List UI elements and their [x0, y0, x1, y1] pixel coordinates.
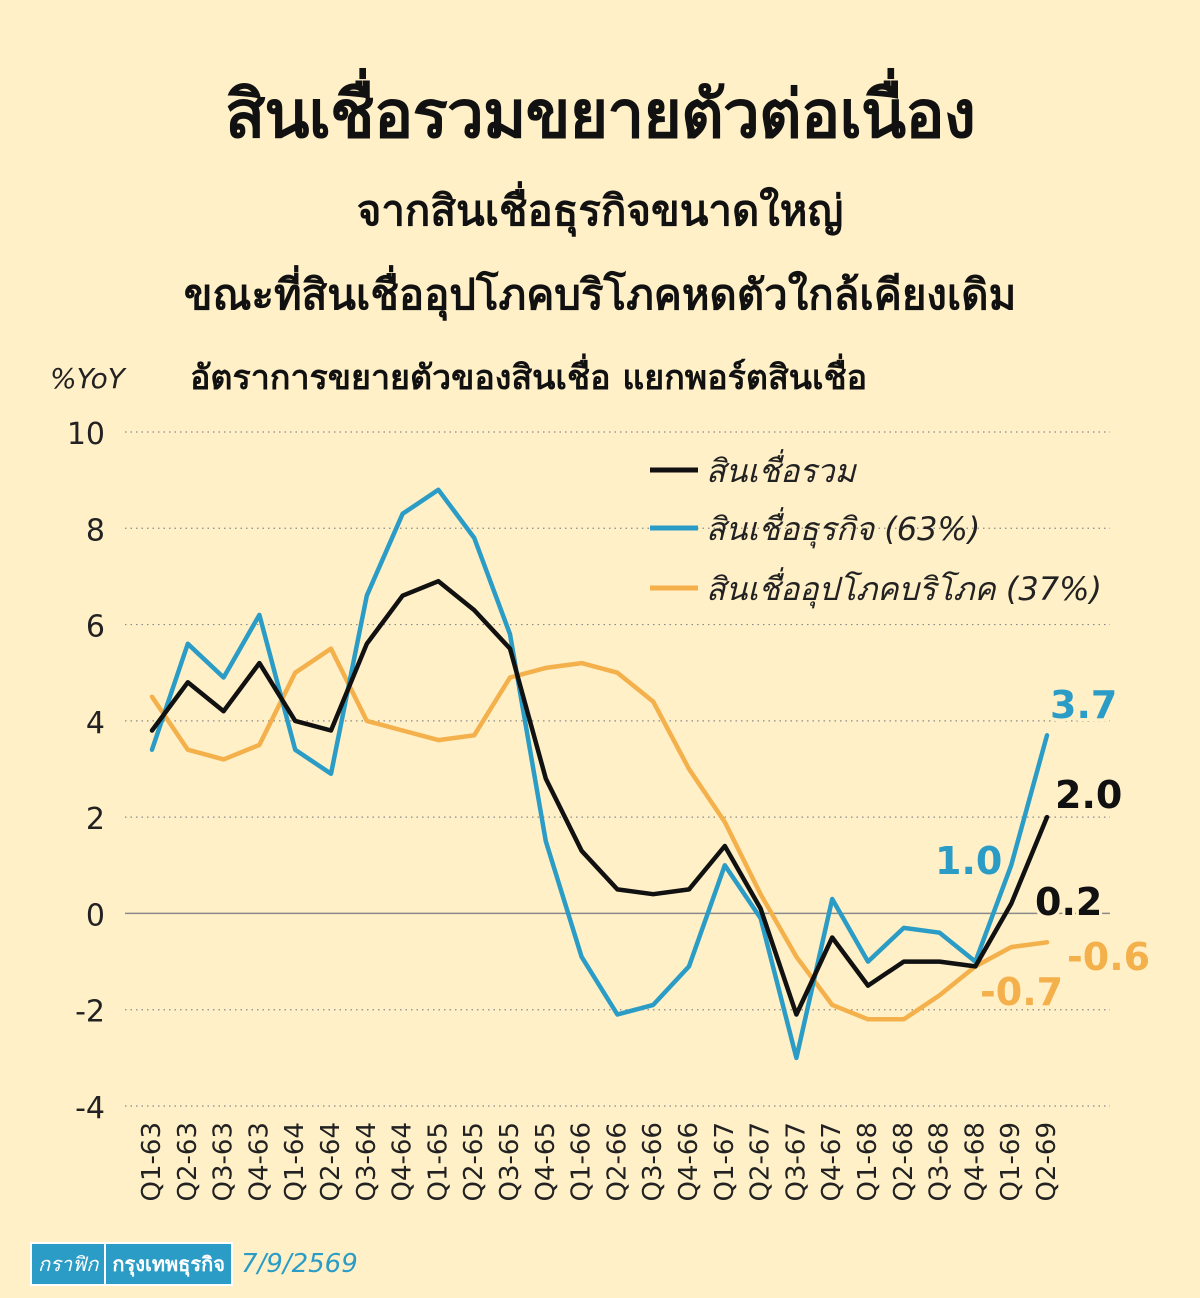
y-tick-label: 10 — [67, 417, 105, 452]
footer-date: 7/9/2569 — [240, 1249, 358, 1279]
x-tick-label: Q2-69 — [1032, 1122, 1062, 1201]
x-tick-label: Q2-65 — [459, 1122, 489, 1201]
series-line-0 — [149, 578, 1050, 1017]
x-tick-label: Q4-63 — [244, 1122, 274, 1201]
data-label: 0.2 — [1035, 880, 1102, 924]
data-label: -0.6 — [1067, 935, 1150, 979]
x-tick-label: Q1-65 — [423, 1122, 453, 1201]
chart-caption: อัตราการขยายตัวของสินเชื่อ แยกพอร์ตสินเช… — [190, 358, 868, 398]
x-tick-label: Q4-68 — [960, 1122, 990, 1201]
x-tick-label: Q4-65 — [531, 1122, 561, 1201]
x-tick-label: Q4-67 — [817, 1122, 847, 1201]
x-tick-label: Q3-68 — [925, 1122, 955, 1201]
x-tick-label: Q1-63 — [137, 1122, 167, 1201]
subtitle-2: ขณะที่สินเชื่ออุปโภคบริโภคหดตัวใกล้เคียง… — [183, 270, 1017, 319]
subtitle-1: จากสินเชื่อธุรกิจขนาดใหญ่ — [356, 186, 844, 235]
page-title: สินเชื่อรวมขยายตัวต่อเนื่อง — [225, 76, 976, 153]
footer-brand: กรุงเทพธุรกิจ — [106, 1242, 233, 1286]
x-tick-label: Q2-68 — [889, 1122, 919, 1201]
data-label: -0.7 — [980, 970, 1063, 1014]
y-tick-label: 4 — [86, 706, 105, 741]
x-tick-label: Q4-66 — [674, 1122, 704, 1201]
x-tick-label: Q2-67 — [746, 1122, 776, 1201]
x-tick-label: Q1-69 — [996, 1122, 1026, 1201]
data-label: 3.7 — [1050, 683, 1117, 727]
x-tick-label: Q2-66 — [602, 1122, 632, 1201]
y-tick-label: -4 — [75, 1091, 105, 1126]
y-tick-label: 2 — [86, 802, 105, 837]
y-axis-unit: %YoY — [50, 362, 125, 395]
data-label: 1.0 — [935, 839, 1002, 883]
footer-tag: กราฟิก — [30, 1242, 107, 1286]
legend-entry: สินเชื่ออุปโภคบริโภค (37%) — [706, 567, 1102, 609]
y-tick-label: 8 — [86, 513, 105, 548]
x-tick-label: Q1-68 — [853, 1122, 883, 1201]
x-tick-label: Q3-66 — [638, 1122, 668, 1201]
x-tick-label: Q4-64 — [388, 1122, 418, 1201]
x-tick-label: Q1-66 — [567, 1122, 597, 1201]
x-tick-label: Q3-65 — [495, 1122, 525, 1201]
series-line-2 — [149, 646, 1050, 1022]
series-line-1 — [149, 487, 1050, 1061]
x-tick-label: Q3-64 — [352, 1122, 382, 1201]
legend-entry: สินเชื่อธุรกิจ (63%) — [706, 507, 980, 549]
x-tick-label: Q3-63 — [209, 1122, 239, 1201]
legend-entry: สินเชื่อรวม — [706, 449, 857, 490]
x-tick-label: Q2-64 — [316, 1122, 346, 1201]
x-tick-label: Q3-67 — [781, 1122, 811, 1201]
footer: กราฟิก กรุงเทพธุรกิจ 7/9/2569 — [30, 1242, 358, 1286]
x-tick-label: Q2-63 — [173, 1122, 203, 1201]
y-tick-label: 0 — [86, 898, 105, 933]
y-tick-label: -2 — [75, 995, 105, 1030]
x-tick-label: Q1-67 — [710, 1122, 740, 1201]
data-label: 2.0 — [1055, 773, 1122, 817]
x-tick-label: Q1-64 — [280, 1122, 310, 1201]
y-tick-label: 6 — [86, 610, 105, 645]
